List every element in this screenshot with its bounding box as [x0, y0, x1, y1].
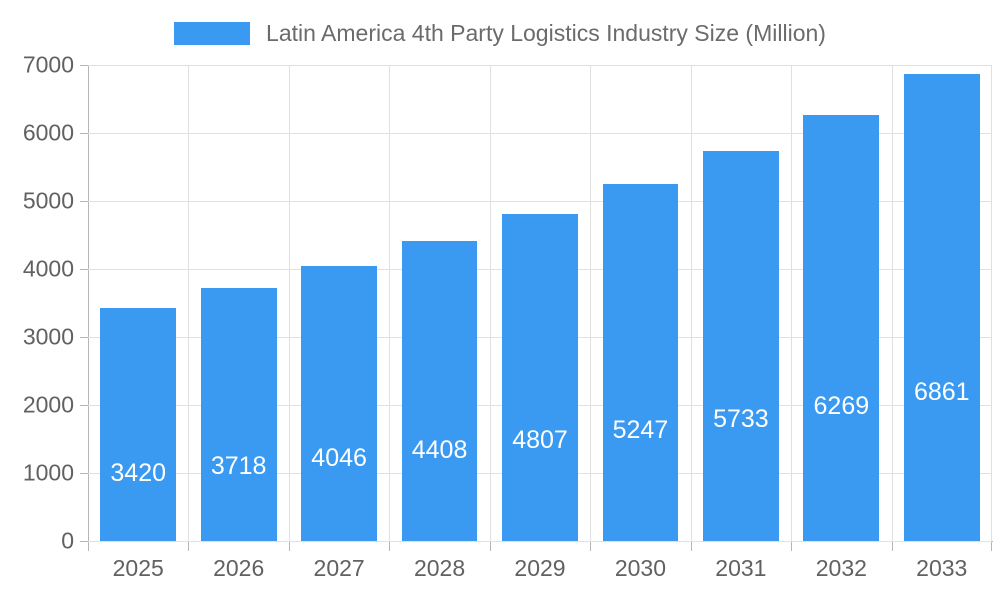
bar-value-label: 4408 — [411, 435, 468, 464]
gridline-vertical — [991, 65, 992, 541]
bar-value-label: 6861 — [913, 378, 970, 407]
x-axis-tick-label: 2032 — [815, 555, 867, 581]
gridline-vertical — [288, 65, 290, 541]
x-axis-tick-label: 2033 — [916, 555, 968, 581]
x-axis-tick — [188, 542, 190, 551]
bar-2028[interactable] — [401, 241, 478, 541]
bar-value-label: 3718 — [210, 451, 267, 480]
bar-value-label: 3420 — [110, 458, 167, 487]
y-axis-tick-label: 7000 — [22, 51, 74, 78]
y-axis-tick — [80, 269, 88, 270]
bar-2026[interactable] — [200, 288, 277, 541]
y-axis-tick — [80, 133, 88, 134]
y-axis-tick — [80, 473, 88, 474]
x-axis-tick-label: 2026 — [213, 555, 265, 581]
x-axis-tick-label: 2029 — [514, 555, 566, 581]
y-axis-line — [88, 65, 89, 542]
y-axis-tick-label: 4000 — [22, 255, 74, 282]
x-axis-tick — [991, 542, 992, 551]
gridline-vertical — [590, 65, 592, 541]
bar-value-label: 6269 — [813, 391, 870, 420]
bar-value-label: 5733 — [713, 404, 769, 433]
gridline-vertical — [389, 65, 391, 541]
gridline-horizontal — [88, 541, 992, 542]
x-axis-tick-label: 2030 — [614, 555, 667, 581]
x-axis-tick — [690, 542, 692, 551]
x-axis-tick-label: 2031 — [715, 555, 767, 581]
x-axis-tick — [288, 542, 290, 551]
x-axis-tick-label: 2027 — [313, 555, 365, 581]
x-axis-tick — [590, 542, 592, 551]
bar-value-label: 5247 — [612, 415, 669, 444]
x-axis-tick — [791, 542, 793, 551]
x-axis-tick-label: 2028 — [413, 555, 466, 581]
gridline-horizontal — [88, 133, 992, 134]
bar-2027[interactable] — [301, 265, 378, 541]
gridline-vertical — [188, 65, 190, 541]
x-axis-tick-label: 2025 — [112, 555, 164, 581]
legend-swatch-series-0[interactable] — [174, 21, 251, 45]
y-axis-tick — [80, 201, 88, 202]
gridline-horizontal — [88, 65, 992, 66]
gridline-vertical — [690, 65, 692, 541]
gridline-vertical — [891, 65, 893, 541]
legend-label-series-0[interactable]: Latin America 4th Party Logistics Indust… — [266, 19, 826, 46]
bar-2032[interactable] — [803, 114, 880, 541]
gridline-vertical — [791, 65, 793, 541]
x-axis-tick — [389, 542, 391, 551]
bar-2029[interactable] — [502, 214, 578, 541]
bar-2033[interactable] — [903, 74, 980, 541]
y-axis-tick — [80, 541, 88, 542]
gridline-horizontal — [88, 201, 992, 202]
x-axis-tick — [88, 542, 89, 551]
y-axis-tick-label: 0 — [61, 527, 74, 554]
y-axis-tick-label: 6000 — [22, 119, 74, 146]
y-axis-tick-labels: 0 1000 2000 3000 4000 5000 6000 7000 — [0, 0, 74, 600]
x-axis-tick — [489, 542, 491, 551]
y-axis-tick-label: 3000 — [22, 323, 74, 350]
y-axis-tick — [80, 405, 88, 406]
bar-2030[interactable] — [602, 184, 679, 541]
gridline-vertical — [489, 65, 491, 541]
bar-2025[interactable] — [100, 308, 177, 541]
y-axis-tick — [80, 337, 88, 338]
y-axis-tick — [80, 65, 88, 66]
bar-value-label: 4046 — [311, 444, 367, 473]
x-axis-tick — [891, 542, 893, 551]
y-axis-tick-label: 1000 — [22, 459, 74, 486]
chart-legend: Latin America 4th Party Logistics Indust… — [0, 14, 1000, 52]
bar-2031[interactable] — [702, 151, 779, 541]
y-axis-tick-label: 5000 — [22, 187, 74, 214]
plot-area: 3420 3718 4046 4408 4807 5247 5733 6269 6861 — [88, 65, 992, 542]
y-axis-tick-label: 2000 — [22, 391, 74, 418]
bar-value-label: 4807 — [512, 426, 568, 455]
